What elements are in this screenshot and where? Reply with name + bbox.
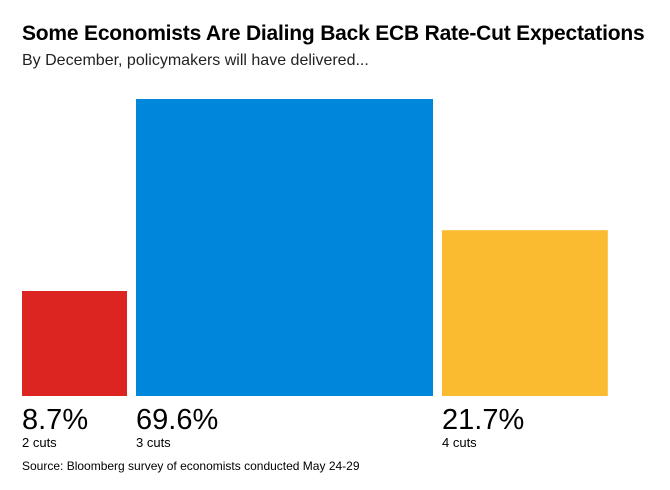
chart-subtitle: By December, policymakers will have deli… [22, 52, 369, 69]
bar-4-cuts [442, 230, 608, 396]
source-note: Source: Bloomberg survey of economists c… [22, 459, 360, 473]
value-label: 69.6% [136, 404, 218, 436]
bar-3-cuts [136, 99, 433, 396]
category-label: 2 cuts [22, 435, 57, 450]
category-label: 4 cuts [442, 435, 477, 450]
value-label: 8.7% [22, 404, 88, 436]
bar-chart: 8.7%2 cuts 69.6%3 cuts 21.7%4 cuts [22, 99, 608, 450]
category-label: 3 cuts [136, 435, 171, 450]
value-label: 21.7% [442, 404, 524, 436]
bar-2-cuts [22, 291, 127, 396]
chart-title: Some Economists Are Dialing Back ECB Rat… [22, 22, 645, 45]
